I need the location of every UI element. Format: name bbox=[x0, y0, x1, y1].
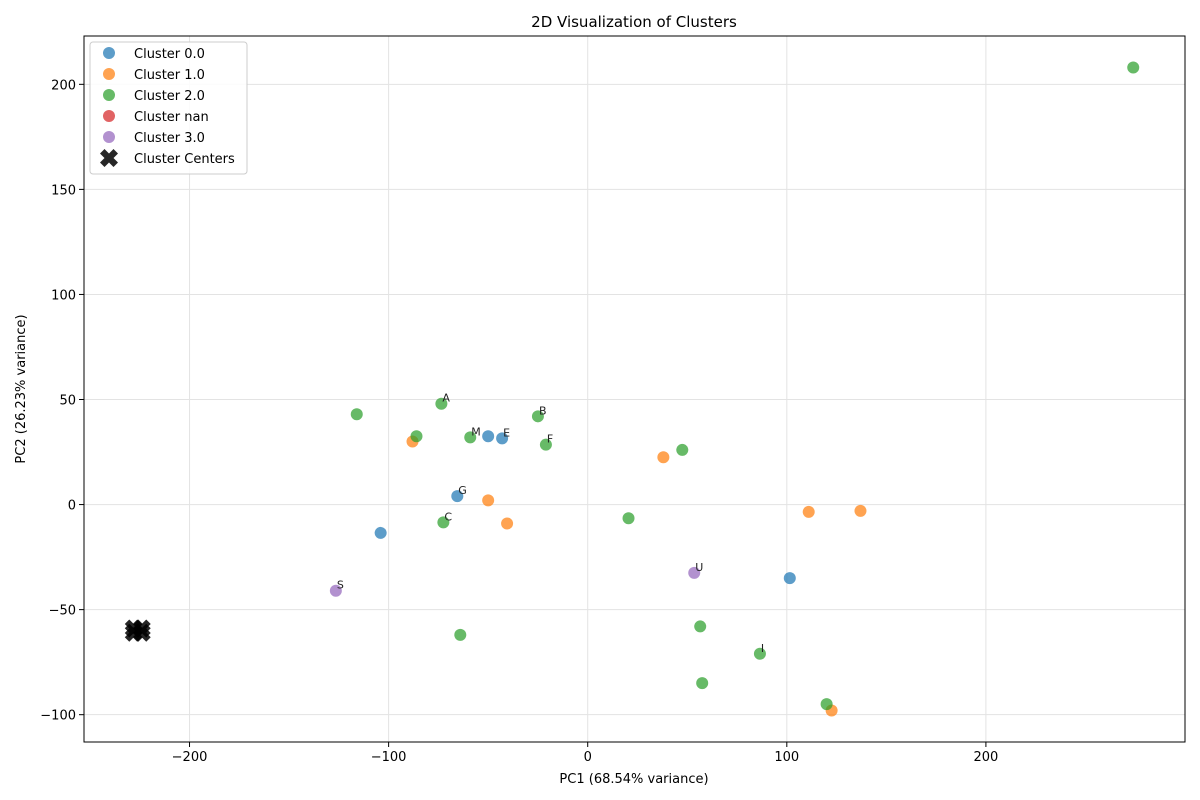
point-label: M bbox=[471, 425, 481, 438]
y-axis-label: PC2 (26.23% variance) bbox=[14, 314, 29, 463]
y-tick-label: 150 bbox=[51, 183, 76, 198]
point-labels: G E A M B F C I S U bbox=[337, 392, 764, 655]
x-tick-label: 200 bbox=[973, 750, 998, 765]
scatter-point bbox=[531, 410, 544, 423]
scatter-point bbox=[464, 431, 477, 444]
scatter-point bbox=[374, 526, 387, 539]
x-tick-label: −200 bbox=[172, 750, 208, 765]
scatter-point bbox=[410, 430, 423, 443]
legend-marker bbox=[100, 149, 118, 167]
point-label: F bbox=[547, 433, 553, 446]
y-tick-label: 0 bbox=[68, 499, 76, 514]
x-tick-label: −100 bbox=[371, 750, 407, 765]
scatter-point bbox=[539, 438, 552, 451]
legend-label: Cluster 2.0 bbox=[134, 89, 205, 104]
y-tick-label: −50 bbox=[49, 604, 76, 619]
legend-label: Cluster 0.0 bbox=[134, 47, 205, 62]
cluster-center-marker bbox=[132, 623, 151, 642]
scatter-point bbox=[622, 512, 635, 525]
scatter-point bbox=[688, 566, 701, 579]
legend-label: Cluster 3.0 bbox=[134, 131, 205, 146]
scatter-point bbox=[676, 443, 689, 456]
legend: Cluster 0.0 Cluster 1.0 Cluster 2.0 Cluster… bbox=[89, 41, 248, 175]
chart-title: 2D Visualization of Clusters bbox=[531, 13, 737, 31]
axis-ticks: −200 −100 0 100 200 −100 −50 0 50 100 150 200 bbox=[40, 78, 998, 765]
scatter-point bbox=[694, 620, 707, 633]
legend-marker bbox=[103, 68, 115, 80]
scatter-point bbox=[820, 698, 833, 711]
plot-frame bbox=[83, 35, 1186, 743]
x-tick-label: 0 bbox=[584, 750, 592, 765]
point-label: B bbox=[539, 404, 547, 417]
legend-box bbox=[89, 41, 248, 175]
scatter-point bbox=[482, 430, 495, 443]
y-tick-label: −100 bbox=[40, 709, 76, 724]
point-label: I bbox=[761, 642, 764, 655]
grid bbox=[84, 36, 1185, 742]
scatter-point bbox=[454, 628, 467, 641]
scatter-point bbox=[854, 504, 867, 517]
scatter-point bbox=[482, 494, 495, 507]
scatter-point bbox=[696, 677, 709, 690]
scatter-point bbox=[350, 408, 363, 421]
legend-label: Cluster 1.0 bbox=[134, 68, 205, 83]
scatter-point bbox=[753, 647, 766, 660]
scatter-point bbox=[802, 505, 815, 518]
y-tick-label: 50 bbox=[59, 394, 76, 409]
scatter-point bbox=[437, 516, 450, 529]
scatter-point bbox=[501, 517, 514, 530]
scatter-point bbox=[329, 584, 342, 597]
legend-marker bbox=[103, 131, 115, 143]
point-label: G bbox=[458, 484, 467, 497]
x-tick-label: 100 bbox=[774, 750, 799, 765]
point-label: A bbox=[442, 392, 450, 405]
scatter-point bbox=[451, 490, 464, 503]
legend-label: Cluster nan bbox=[134, 110, 209, 125]
scatter-point bbox=[435, 397, 448, 410]
legend-marker bbox=[103, 47, 115, 59]
point-label: E bbox=[503, 426, 510, 439]
y-tick-label: 200 bbox=[51, 78, 76, 93]
scatter-point bbox=[1127, 61, 1140, 74]
legend-marker bbox=[103, 110, 115, 122]
data-points bbox=[124, 61, 1140, 717]
scatter-point bbox=[783, 572, 796, 585]
y-tick-label: 100 bbox=[51, 288, 76, 303]
point-label: C bbox=[444, 510, 452, 523]
scatter-point bbox=[496, 432, 509, 445]
point-label: U bbox=[695, 561, 703, 574]
point-label: S bbox=[337, 579, 344, 592]
legend-label: Cluster Centers bbox=[134, 152, 235, 167]
scatter-point bbox=[657, 451, 670, 464]
x-axis-label: PC1 (68.54% variance) bbox=[559, 772, 708, 787]
legend-marker bbox=[103, 89, 115, 101]
